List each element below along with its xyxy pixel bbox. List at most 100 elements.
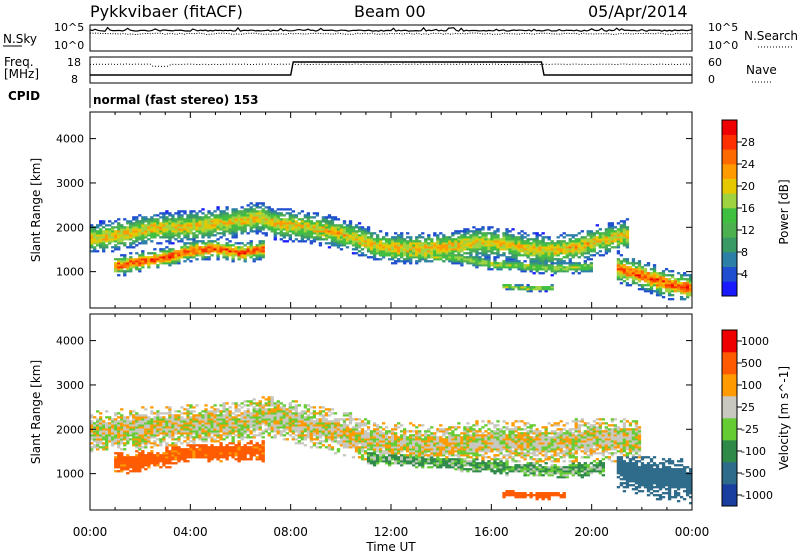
heatmap-cell [664,268,669,271]
heatmap-cell [661,284,666,287]
heatmap-cell [186,426,190,429]
heatmap-cell [237,418,241,421]
heatmap-cell [541,266,545,269]
heatmap-cell [448,242,452,245]
heatmap-cell [604,238,609,241]
heatmap-cell [228,410,232,413]
heatmap-cell [129,264,133,267]
heatmap-cell [574,252,578,255]
heatmap-cell [255,446,259,449]
heatmap-cell [207,258,211,261]
heatmap-cell [583,256,587,259]
heatmap-cell [222,454,226,457]
heatmap-cell [267,224,271,227]
heatmap-cell [240,428,244,431]
heatmap-cell [469,242,473,245]
heatmap-cell [183,246,187,249]
heatmap-cell [273,230,277,233]
heatmap-cell [610,242,615,245]
heatmap-cell [144,432,148,435]
heatmap-cell [255,218,259,221]
heatmap-cell [297,416,301,419]
heatmap-cell [210,422,214,425]
heatmap-cell [207,430,211,433]
heatmap-cell [556,258,560,261]
heatmap-cell [189,244,193,247]
heatmap-cell [315,232,320,235]
heatmap-cell [496,256,500,259]
heatmap-cell [99,244,103,247]
heatmap-cell [490,242,494,245]
heatmap-cell [255,230,259,233]
heatmap-cell [622,220,627,223]
heatmap-cell [430,250,434,253]
heatmap-cell [279,208,283,211]
heatmap-cell [156,456,160,459]
heatmap-cell [237,442,241,445]
heatmap-cell [189,216,193,219]
heatmap-cell [219,404,223,407]
heatmap-cell [306,422,311,425]
heatmap-cell [144,230,148,233]
heatmap-cell [424,248,428,251]
heatmap-cell [183,412,187,415]
heatmap-cell [147,454,151,457]
heatmap-cell [129,236,133,239]
heatmap-cell [514,256,518,259]
heatmap-cell [144,224,148,227]
heatmap-cell [159,422,163,425]
heatmap-cell [403,240,407,243]
heatmap-cell [231,432,235,435]
heatmap-cell [246,442,250,445]
heatmap-cell [333,428,338,431]
heatmap-cell [327,428,332,431]
heatmap-cell [123,270,127,273]
heatmap-cell [427,236,431,239]
heatmap-cell [475,232,479,235]
heatmap-cell [294,224,298,227]
heatmap-cell [541,264,545,267]
heatmap-cell [216,426,220,429]
heatmap-cell [502,262,506,265]
heatmap-cell [201,236,205,239]
heatmap-cell [186,234,190,237]
heatmap-cell [457,236,461,239]
heatmap-cell [439,232,443,235]
heatmap-cell [592,234,596,237]
heatmap-cell [427,238,431,241]
heatmap-cell [580,252,584,255]
heatmap-cell [207,232,211,235]
heatmap-cell [222,246,226,249]
heatmap-cell [342,244,347,247]
heatmap-cell [574,244,578,247]
heatmap-cell [225,408,229,411]
heatmap-cell [162,254,166,257]
heatmap-cell [201,212,205,215]
heatmap-cell [526,244,530,247]
heatmap-cell [409,240,413,243]
heatmap-cell [339,428,344,431]
heatmap-cell [165,210,169,213]
heatmap-cell [508,268,512,271]
heatmap-cell [129,228,133,231]
heatmap-cell [132,434,136,437]
heatmap-cell [321,434,326,437]
heatmap-cell [532,244,536,247]
heatmap-cell [463,230,467,233]
heatmap-cell [252,450,256,453]
heatmap-cell [246,204,250,207]
heatmap-cell [357,246,362,249]
heatmap-cell [279,416,283,419]
heatmap-cell [249,456,253,459]
heatmap-cell [234,426,238,429]
heatmap-cell [433,258,437,261]
heatmap-cell [198,430,202,433]
heatmap-cell [601,234,606,237]
heatmap-cell [195,214,199,217]
heatmap-cell [688,294,693,297]
heatmap-cell [201,438,205,441]
heatmap-cell [487,250,491,253]
heatmap-cell [255,228,259,231]
heatmap-cell [132,468,136,471]
heatmap-cell [351,440,356,443]
